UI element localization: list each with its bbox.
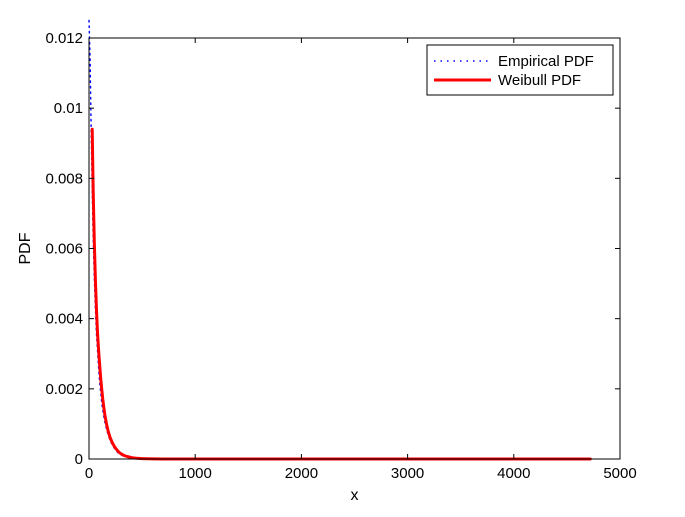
x-tick-label: 2000 (285, 465, 318, 482)
x-axis-label: x (351, 487, 359, 504)
x-tick-label: 4000 (497, 465, 530, 482)
y-tick-label: 0.01 (54, 100, 83, 117)
x-tick-label: 5000 (603, 465, 636, 482)
ticks-layer: 0 1000 2000 3000 4000 5000 0 0.002 0.004 0.006 0.0… (45, 30, 636, 482)
x-tick-label: 0 (85, 465, 93, 482)
x-tick-label: 3000 (391, 465, 424, 482)
y-tick-label: 0 (75, 451, 83, 468)
legend-label-empirical: Empirical PDF (498, 53, 594, 70)
legend-box (426, 44, 614, 96)
plot-area (89, 38, 620, 459)
x-tick-label: 1000 (179, 465, 212, 482)
y-tick-label: 0.004 (45, 311, 83, 328)
y-tick-label: 0.008 (45, 170, 83, 187)
y-tick-label: 0.012 (45, 30, 83, 47)
y-tick-label: 0.006 (45, 241, 83, 258)
legend-label-weibull: Weibull PDF (498, 72, 581, 89)
y-axis-label: PDF (17, 232, 34, 264)
y-tick-label: 0.002 (45, 381, 83, 398)
legend: Empirical PDF Weibull PDF (426, 44, 614, 96)
